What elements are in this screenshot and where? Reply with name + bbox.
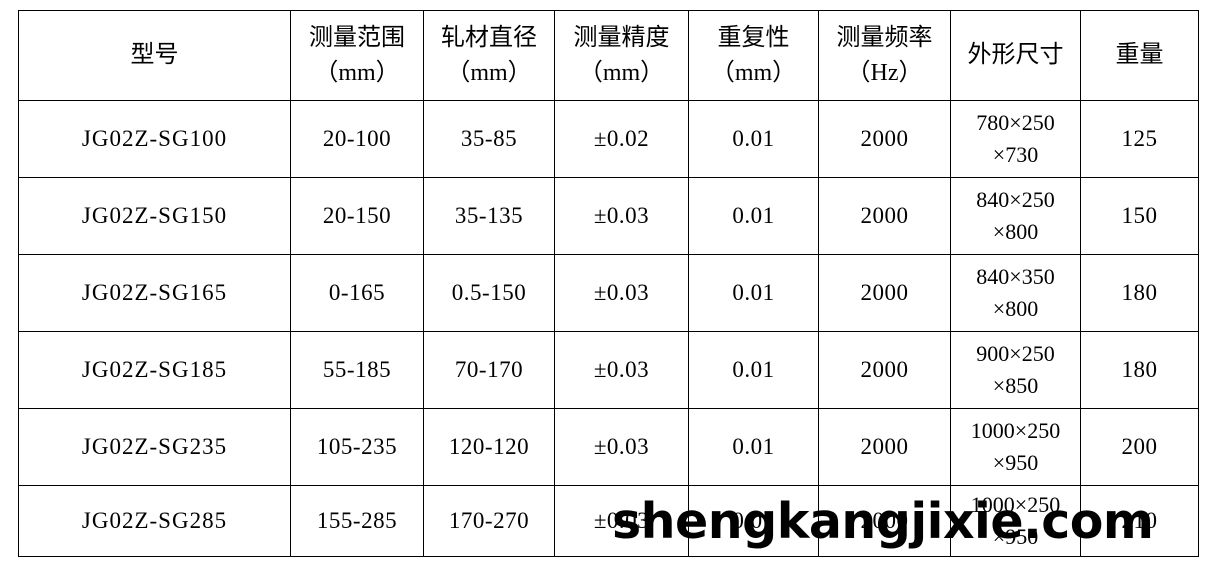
cell-weight: 200 (1080, 408, 1199, 486)
cell-dim-line2: ×800 (992, 296, 1039, 321)
column-header-dia-line2: （mm） (446, 59, 532, 86)
cell-dim: 1000×250 ×950 (950, 485, 1081, 557)
column-header-acc: 测量精度 （mm） (554, 10, 689, 101)
cell-dim-line2: ×730 (992, 142, 1039, 167)
cell-acc: ±0.02 (554, 100, 689, 178)
column-header-rep-line2: （mm） (710, 59, 797, 86)
column-header-weight: 重量 (1080, 10, 1199, 101)
table-row: JG02Z-SG285 155-285 170-270 ±0.03 0.01 2000 10… (18, 485, 1199, 557)
cell-range: 0-165 (290, 254, 424, 332)
table-row: JG02Z-SG150 20-150 35-135 ±0.03 0.01 2000 840×… (18, 177, 1199, 255)
cell-dia: 120-120 (423, 408, 555, 486)
cell-range: 20-100 (290, 100, 424, 178)
cell-dim-line1: 1000×250 (970, 492, 1061, 518)
cell-dia: 35-85 (423, 100, 555, 178)
cell-dim-line1: 1000×250 (970, 418, 1061, 444)
column-header-acc-line2: （mm） (578, 59, 665, 86)
product-spec-table: 型号 测量范围 （mm） 轧材直径 （mm） 测量精度 （mm） 重复性 （mm） 测量频率 （Hz… (18, 10, 1199, 557)
cell-acc: ±0.03 (554, 331, 689, 409)
cell-dim-line2: ×850 (992, 373, 1039, 398)
column-header-dia-line1: 轧材直径 (441, 24, 537, 51)
cell-dim-line2: ×950 (992, 450, 1039, 475)
table-row: JG02Z-SG185 55-185 70-170 ±0.03 0.01 2000 900×… (18, 331, 1199, 409)
column-header-weight-line1: 重量 (1115, 42, 1164, 69)
cell-model: JG02Z-SG285 (18, 485, 291, 557)
table-row: JG02Z-SG165 0-165 0.5-150 ±0.03 0.01 2000 840×… (18, 254, 1199, 332)
column-header-range-line2: （mm） (314, 59, 400, 86)
cell-dim-line1: 780×250 (976, 110, 1055, 136)
column-header-rep: 重复性 （mm） (688, 10, 819, 101)
cell-acc: ±0.03 (554, 254, 689, 332)
cell-rep: 0.01 (688, 254, 819, 332)
cell-freq: 2000 (818, 408, 951, 486)
cell-dim-line1: 900×250 (976, 341, 1055, 367)
cell-model: JG02Z-SG235 (18, 408, 291, 486)
cell-dim: 840×350 ×800 (950, 254, 1081, 332)
cell-acc: ±0.03 (554, 485, 689, 557)
cell-weight: 150 (1080, 177, 1199, 255)
cell-range: 105-235 (290, 408, 424, 486)
cell-rep: 0.01 (688, 408, 819, 486)
table-row: JG02Z-SG100 20-100 35-85 ±0.02 0.01 2000 780×2… (18, 100, 1199, 178)
column-header-freq-line1: 测量频率 (836, 24, 933, 51)
cell-weight: 180 (1080, 331, 1199, 409)
cell-range: 155-285 (290, 485, 424, 557)
column-header-dia: 轧材直径 （mm） (423, 10, 555, 101)
cell-rep: 0.01 (688, 331, 819, 409)
cell-acc: ±0.03 (554, 177, 689, 255)
cell-dim-line1: 840×250 (976, 187, 1055, 213)
cell-model: JG02Z-SG165 (18, 254, 291, 332)
spec-table-container: 型号 测量范围 （mm） 轧材直径 （mm） 测量精度 （mm） 重复性 （mm） 测量频率 （Hz… (18, 10, 1199, 557)
cell-dia: 0.5-150 (423, 254, 555, 332)
table-header: 型号 测量范围 （mm） 轧材直径 （mm） 测量精度 （mm） 重复性 （mm） 测量频率 （Hz… (18, 10, 1199, 101)
cell-dim: 1000×250 ×950 (950, 408, 1081, 486)
cell-dim-line2: ×800 (992, 219, 1039, 244)
cell-rep: 0.01 (688, 485, 819, 557)
cell-model: JG02Z-SG150 (18, 177, 291, 255)
column-header-range-line1: 测量范围 (309, 24, 405, 51)
cell-freq: 2000 (818, 100, 951, 178)
cell-acc: ±0.03 (554, 408, 689, 486)
column-header-range: 测量范围 （mm） (290, 10, 424, 101)
cell-freq: 2000 (818, 331, 951, 409)
table-body: JG02Z-SG100 20-100 35-85 ±0.02 0.01 2000 780×2… (18, 100, 1199, 557)
cell-dim-line1: 840×350 (976, 264, 1055, 290)
cell-freq: 2000 (818, 485, 951, 557)
column-header-acc-line1: 测量精度 (573, 24, 670, 51)
cell-rep: 0.01 (688, 177, 819, 255)
cell-weight: 180 (1080, 254, 1199, 332)
cell-weight: 125 (1080, 100, 1199, 178)
cell-dim: 900×250 ×850 (950, 331, 1081, 409)
table-row: JG02Z-SG235 105-235 120-120 ±0.03 0.01 2000 10… (18, 408, 1199, 486)
column-header-freq: 测量频率 （Hz） (818, 10, 951, 101)
column-header-dim: 外形尺寸 (950, 10, 1081, 101)
cell-freq: 2000 (818, 177, 951, 255)
header-row: 型号 测量范围 （mm） 轧材直径 （mm） 测量精度 （mm） 重复性 （mm） 测量频率 （Hz… (18, 10, 1199, 101)
column-header-model: 型号 (18, 10, 291, 101)
cell-dia: 170-270 (423, 485, 555, 557)
cell-weight: 210 (1080, 485, 1199, 557)
cell-model: JG02Z-SG100 (18, 100, 291, 178)
cell-range: 55-185 (290, 331, 424, 409)
cell-dim-line2: ×950 (992, 524, 1039, 549)
cell-dia: 70-170 (423, 331, 555, 409)
cell-range: 20-150 (290, 177, 424, 255)
column-header-dim-line1: 外形尺寸 (967, 42, 1064, 69)
cell-model: JG02Z-SG185 (18, 331, 291, 409)
cell-rep: 0.01 (688, 100, 819, 178)
column-header-freq-line2: （Hz） (846, 59, 923, 86)
cell-dim: 840×250 ×800 (950, 177, 1081, 255)
cell-freq: 2000 (818, 254, 951, 332)
cell-dim: 780×250 ×730 (950, 100, 1081, 178)
cell-dia: 35-135 (423, 177, 555, 255)
column-header-rep-line1: 重复性 (717, 24, 790, 51)
column-header-model-line1: 型号 (130, 42, 179, 69)
